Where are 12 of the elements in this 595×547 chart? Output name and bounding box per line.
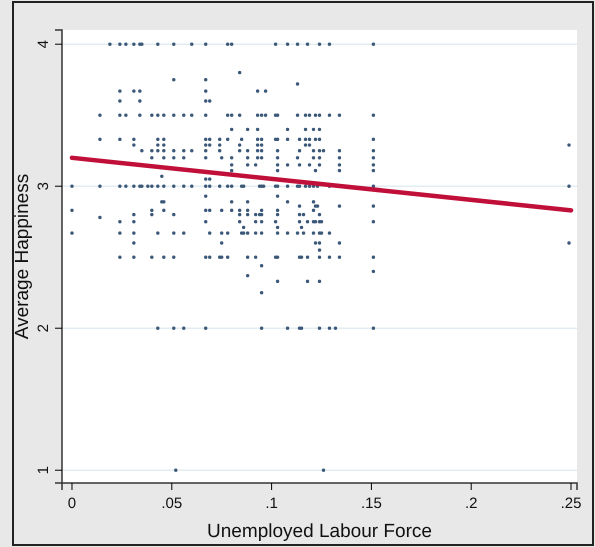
x-axis-title: Unemployed Labour Force — [207, 521, 432, 542]
x-tick-label: 0 — [68, 495, 76, 512]
y-tick-label: 2 — [35, 324, 52, 332]
y-axis-title: Average Happiness — [12, 174, 33, 340]
x-tick-label: .1 — [265, 495, 278, 512]
y-tick-label: 4 — [35, 40, 52, 48]
x-tick-label: .2 — [464, 495, 478, 512]
x-tick-label: .25 — [560, 495, 582, 512]
x-tick-label: .15 — [360, 495, 382, 512]
y-tick-label: 3 — [35, 182, 52, 190]
y-tick-label: 1 — [35, 466, 52, 474]
x-tick-label: .05 — [161, 495, 182, 512]
